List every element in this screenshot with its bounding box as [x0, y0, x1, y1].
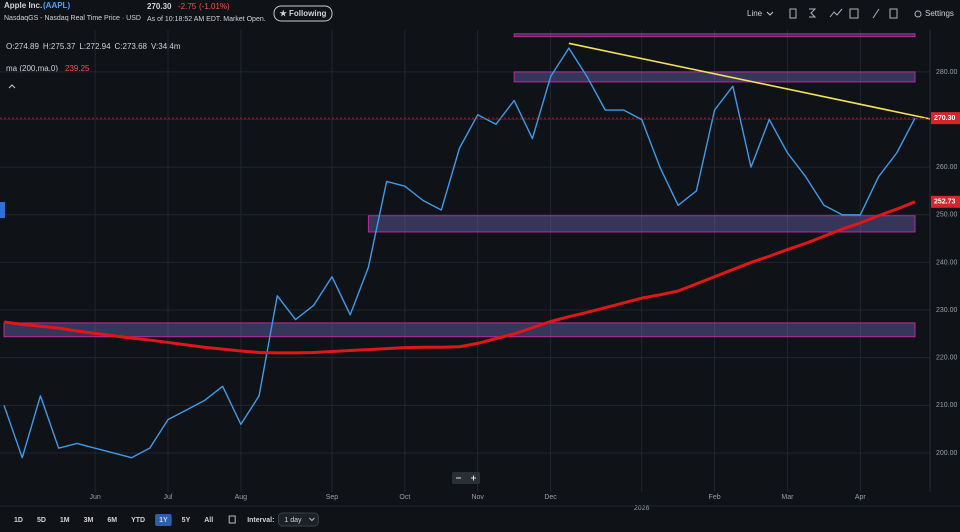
range-button[interactable]: YTD [131, 517, 145, 524]
y-tick-label: 200.00 [936, 450, 958, 457]
ma-line [3, 200, 916, 355]
interval-value[interactable]: 1 day [284, 517, 302, 524]
zone [3, 322, 916, 338]
plot: 200.00 210.00 220.00 230.00 240.00 250.00 260.… [0, 30, 960, 512]
zoom-controls[interactable] [452, 472, 480, 484]
calendar-icon[interactable] [228, 515, 236, 524]
price-badge-label: 270.30 [934, 115, 956, 122]
interval-dropdown[interactable] [277, 512, 319, 527]
x-tick-label: Jun [89, 494, 100, 501]
ticker: (AAPL) [43, 1, 70, 10]
range-button[interactable]: 1D [14, 517, 23, 524]
company-name: Apple Inc. [4, 1, 42, 10]
settings[interactable]: Settings [925, 9, 954, 18]
y-tick-label: 220.00 [936, 355, 958, 362]
x-tick-label: Feb [709, 494, 721, 501]
price-line [3, 47, 916, 459]
collapse-icon[interactable] [8, 84, 16, 89]
x-tick-label: Dec [544, 494, 557, 501]
range-selected [155, 514, 172, 526]
trendline [568, 42, 931, 120]
y-tick-label: 280.00 [936, 69, 958, 76]
price-badge [931, 195, 960, 208]
interval-caret [309, 517, 315, 522]
chart-style[interactable]: Line [747, 9, 763, 18]
price-badge-label: 252.73 [934, 199, 956, 206]
x-tick-label: Nov [471, 494, 484, 501]
range-button[interactable]: All [204, 517, 213, 524]
x-tick-label: Mar [781, 494, 794, 501]
y-tick-label: 210.00 [936, 402, 958, 409]
follow-label[interactable]: ★ Following [280, 9, 327, 18]
y-tick-label: 250.00 [936, 212, 958, 219]
x-tick-label: Oct [399, 494, 410, 501]
footer: 1D 5D 1M 3M 6M YTD 1Y 5Y All Interval: 1 day [14, 512, 319, 527]
dropdown-icon [766, 11, 774, 16]
zone [513, 33, 916, 38]
y-tick-label: 240.00 [936, 259, 958, 266]
range-button[interactable]: 3M [84, 517, 94, 524]
left-marker [0, 202, 5, 218]
y-tick-label: 260.00 [936, 164, 958, 171]
x-tick-label: Jul [164, 494, 173, 501]
x-tick-label: Aug [235, 494, 248, 501]
x-tick-label: Sep [326, 494, 339, 501]
as-of: As of 10:18:52 AM EDT. Market Open. [147, 16, 266, 23]
change: -2.75 [178, 2, 197, 11]
ohlc-row: O:274.89H:275.37L:272.94C:273.68V:34.4m [6, 42, 181, 51]
zone [367, 215, 916, 233]
follow-button[interactable] [273, 5, 333, 22]
price: 270.30 [147, 2, 172, 11]
exchange: NasdaqGS - Nasdaq Real Time Price · USD [4, 15, 141, 22]
range-button[interactable]: 5Y [182, 517, 191, 524]
ohlc-value: C:273.68 [115, 42, 148, 51]
ohlc-value: V:34.4m [151, 42, 181, 51]
zoom-icons [456, 475, 476, 481]
toolbar-icons [789, 8, 922, 19]
ma-legend-value: 239.25 [65, 64, 90, 73]
range-button[interactable]: 6M [107, 517, 117, 524]
y-tick-label: 230.00 [936, 307, 958, 314]
ohlc-value: O:274.89 [6, 42, 39, 51]
x-tick-label: 2026 [634, 505, 650, 512]
price-badge [931, 112, 960, 125]
change-pct: (-1.01%) [199, 2, 230, 11]
ma-legend-name: ma (200,ma,0) [6, 64, 58, 73]
range-button[interactable]: 1M [60, 517, 70, 524]
range-button[interactable]: 5D [37, 517, 46, 524]
range-button[interactable]: 1Y [159, 517, 168, 524]
x-tick-label: Apr [855, 494, 867, 501]
interval-label: Interval: [247, 517, 274, 524]
zone [513, 71, 916, 83]
ohlc-value: H:275.37 [43, 42, 76, 51]
